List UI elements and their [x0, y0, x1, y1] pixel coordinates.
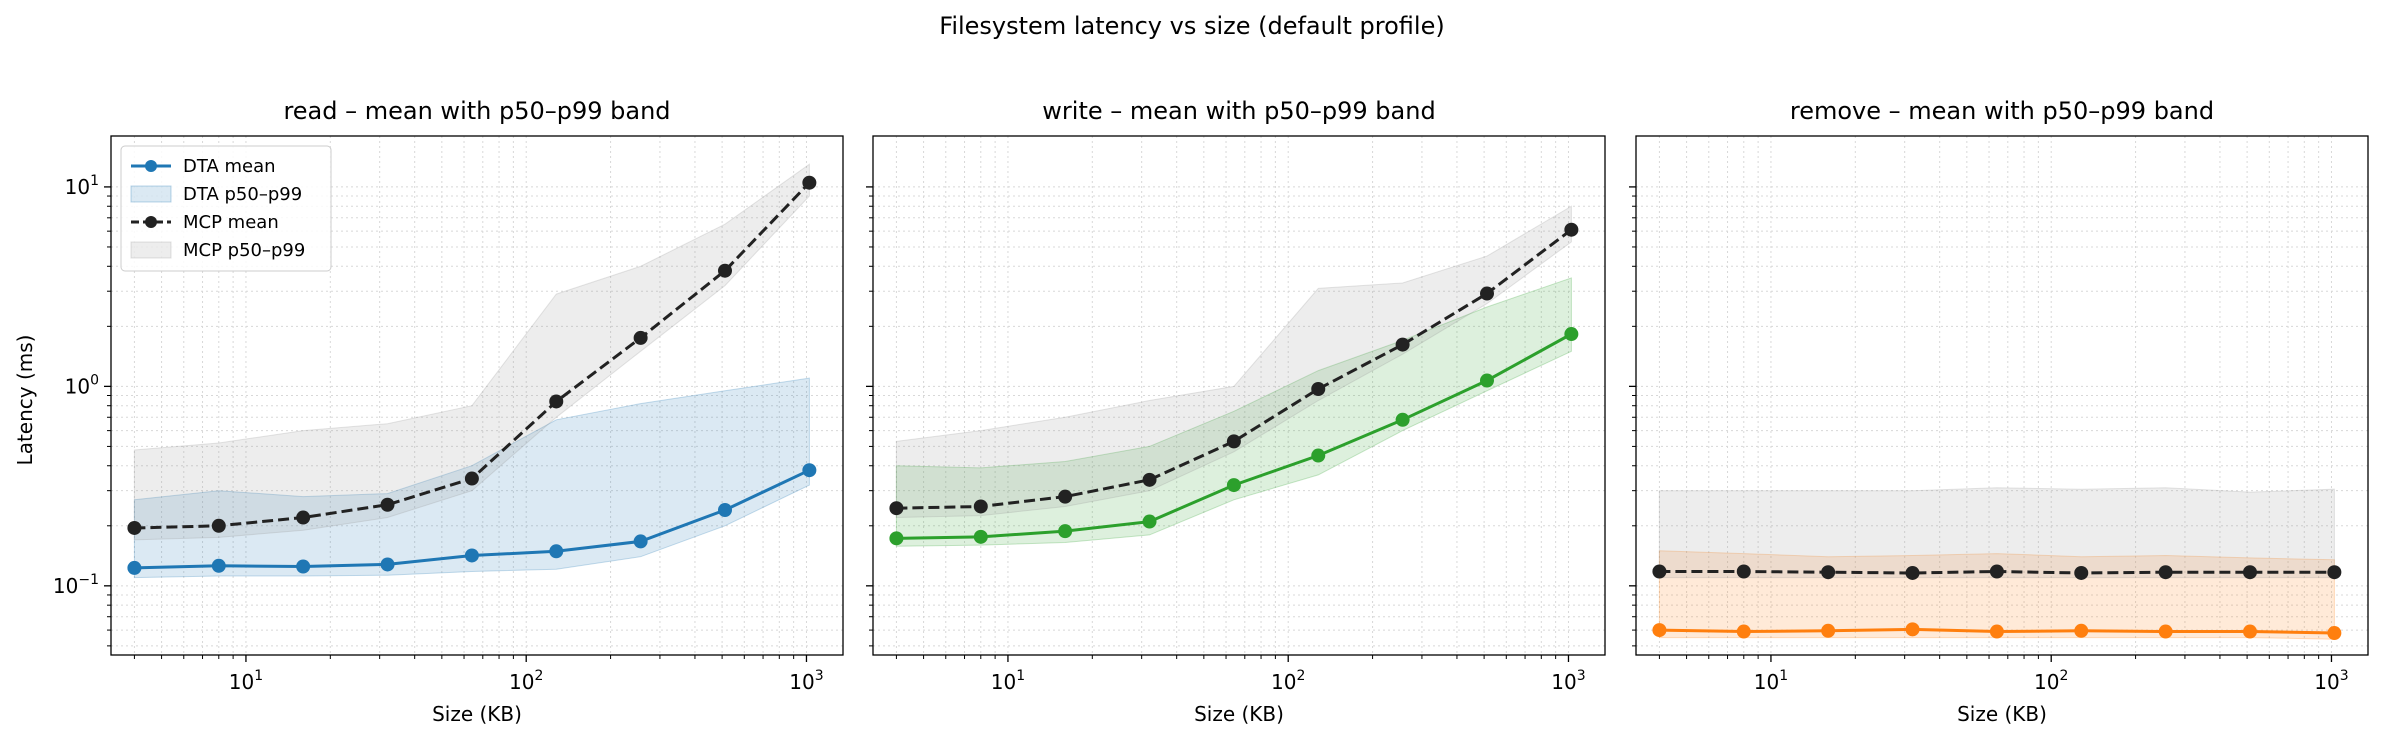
- data-point: [1058, 489, 1073, 504]
- legend: DTA mean DTA p50–p99 MCP mean MCP p50–p99: [120, 145, 332, 272]
- figure-suptitle: Filesystem latency vs size (default prof…: [939, 12, 1444, 40]
- data-point: [380, 497, 395, 512]
- data-point: [380, 557, 395, 572]
- data-point: [717, 263, 732, 278]
- panel-title: write – mean with p50–p99 band: [1042, 97, 1435, 125]
- band-series-3: [1658, 487, 2335, 579]
- data-point: [633, 534, 648, 549]
- data-point: [127, 560, 142, 575]
- data-point: [1989, 564, 2004, 579]
- plot-area: [1652, 487, 2342, 641]
- data-point: [2074, 565, 2089, 580]
- data-point: [549, 544, 564, 559]
- data-point: [802, 463, 817, 478]
- data-point: [549, 394, 564, 409]
- data-point: [2242, 624, 2257, 639]
- data-point: [889, 531, 904, 546]
- grid: [873, 136, 1605, 655]
- data-point: [1479, 373, 1494, 388]
- band-series-3: [133, 163, 810, 541]
- data-point: [1226, 434, 1241, 449]
- legend-entry-label: MCP mean: [183, 212, 279, 233]
- plot-area: [127, 163, 817, 579]
- data-point: [1989, 624, 2004, 639]
- legend-entry-label: MCP p50–p99: [183, 240, 305, 261]
- panel-title: read – mean with p50–p99 band: [283, 97, 670, 125]
- data-point: [1821, 623, 1836, 638]
- data-point: [1652, 564, 1667, 579]
- legend-band-swatch: [130, 185, 172, 203]
- data-point: [2327, 565, 2342, 580]
- data-point: [633, 330, 648, 345]
- data-point: [464, 548, 479, 563]
- x-axis-label: Size (KB): [1957, 702, 2047, 726]
- data-point: [1564, 327, 1579, 342]
- data-point: [296, 510, 311, 525]
- data-point: [1652, 623, 1667, 638]
- data-point: [973, 529, 988, 544]
- data-point: [1736, 564, 1751, 579]
- data-point: [1142, 472, 1157, 487]
- band-series-3: [895, 205, 1572, 519]
- data-point: [802, 175, 817, 190]
- legend-marker: [145, 216, 157, 228]
- panel-title: remove – mean with p50–p99 band: [1790, 97, 2214, 125]
- plot-area: [889, 205, 1579, 547]
- data-point: [1905, 565, 1920, 580]
- data-point: [1905, 622, 1920, 637]
- data-point: [1564, 222, 1579, 237]
- legend-band-swatch: [130, 241, 172, 259]
- data-point: [973, 499, 988, 514]
- data-point: [1142, 514, 1157, 529]
- data-point: [1736, 624, 1751, 639]
- data-point: [2158, 624, 2173, 639]
- data-point: [2074, 623, 2089, 638]
- y-tick-label: 10−1: [53, 572, 99, 598]
- legend-marker: [145, 160, 157, 172]
- data-point: [296, 559, 311, 574]
- x-axis-label: Size (KB): [432, 702, 522, 726]
- legend-entry-label: DTA mean: [183, 156, 276, 177]
- legend-frame: [120, 145, 332, 272]
- data-point: [1226, 478, 1241, 493]
- data-point: [1058, 524, 1073, 539]
- data-point: [211, 558, 226, 573]
- data-point: [1395, 412, 1410, 427]
- line-series-2: [896, 228, 1573, 510]
- data-point: [1821, 565, 1836, 580]
- data-point: [1311, 448, 1326, 463]
- data-point: [2158, 565, 2173, 580]
- data-point: [889, 501, 904, 516]
- data-point: [1395, 337, 1410, 352]
- data-point: [1311, 382, 1326, 397]
- legend-entry-label: DTA p50–p99: [183, 184, 302, 205]
- data-point: [127, 520, 142, 535]
- data-point: [1479, 286, 1494, 301]
- y-axis-label: Latency (ms): [13, 335, 37, 466]
- x-axis-label: Size (KB): [1194, 702, 1284, 726]
- data-point: [2327, 626, 2342, 641]
- grid: [1636, 136, 2368, 655]
- data-point: [464, 471, 479, 486]
- data-point: [211, 518, 226, 533]
- data-point: [2242, 565, 2257, 580]
- data-point: [717, 502, 732, 517]
